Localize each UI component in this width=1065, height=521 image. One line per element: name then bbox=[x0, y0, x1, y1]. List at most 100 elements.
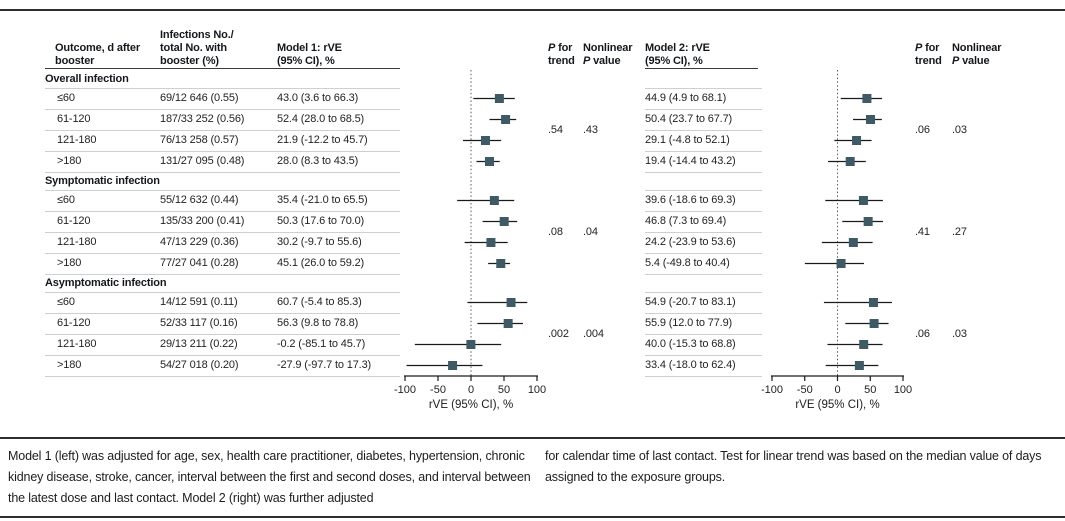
row-infections-cell: 131/27 095 (0.48) bbox=[160, 155, 245, 167]
point-estimate-marker bbox=[845, 157, 855, 166]
p-symbol: P bbox=[915, 42, 923, 54]
row-infections-cell: 76/13 258 (0.57) bbox=[160, 134, 239, 146]
row-infections-cell: 52/33 117 (0.16) bbox=[160, 317, 238, 329]
bottom-rule bbox=[0, 516, 1065, 518]
row-infections-cell: 54/27 018 (0.20) bbox=[160, 359, 239, 371]
p-trend-value-model2: .41 bbox=[915, 225, 930, 238]
row-separator bbox=[45, 334, 400, 335]
row-outcome-cell: 61-120 bbox=[57, 317, 91, 329]
point-estimate-marker bbox=[484, 157, 494, 166]
row-model2-cell: 46.8 (7.3 to 69.4) bbox=[645, 215, 727, 227]
row-model1-cell: 30.2 (-9.7 to 55.6) bbox=[277, 236, 362, 248]
row-model1-cell: 52.4 (28.0 to 68.5) bbox=[277, 113, 365, 125]
point-estimate-marker bbox=[503, 319, 513, 328]
axis-tick-label: 0 bbox=[834, 384, 840, 396]
p-nonlinear-value-model1: .004 bbox=[583, 327, 604, 340]
row-infections-cell: 187/33 252 (0.56) bbox=[160, 113, 245, 125]
row-outcome-cell: 121-180 bbox=[57, 134, 97, 146]
row-infections-cell: 29/13 211 (0.22) bbox=[160, 338, 238, 350]
row-separator bbox=[45, 232, 400, 233]
row-separator bbox=[645, 334, 762, 335]
point-estimate-marker bbox=[506, 298, 516, 307]
x-axis-label: rVE (95% CI), % bbox=[429, 399, 513, 411]
row-model2-cell: 55.9 (12.0 to 77.9) bbox=[645, 317, 733, 329]
row-separator bbox=[45, 88, 400, 89]
row-separator bbox=[645, 232, 762, 233]
axis-tick-label: 50 bbox=[498, 384, 510, 396]
row-model2-cell: 54.9 (-20.7 to 83.1) bbox=[645, 296, 736, 308]
row-outcome-cell: ≤60 bbox=[57, 92, 75, 104]
header-line: Model 1: rVE bbox=[277, 42, 342, 54]
row-model2-cell: 33.4 (-18.0 to 62.4) bbox=[645, 359, 736, 371]
point-estimate-marker bbox=[836, 259, 846, 268]
row-separator bbox=[645, 151, 762, 152]
row-infections-cell: 135/33 200 (0.41) bbox=[160, 215, 245, 227]
axis-tick-label: 100 bbox=[528, 384, 546, 396]
row-separator bbox=[45, 190, 400, 191]
header-line: trend bbox=[915, 55, 942, 67]
point-estimate-marker bbox=[448, 361, 458, 370]
row-model2-cell: 24.2 (-23.9 to 53.6) bbox=[645, 236, 736, 248]
row-separator bbox=[45, 151, 400, 152]
p-nonlinear-value-model2: .03 bbox=[952, 327, 967, 340]
p-trend-value-model1: .54 bbox=[548, 123, 563, 136]
row-outcome-cell: >180 bbox=[57, 359, 82, 371]
col-header-outcome: Outcome, d after booster bbox=[55, 42, 140, 68]
footnote-divider-rule bbox=[0, 437, 1065, 439]
row-separator bbox=[645, 376, 762, 377]
row-model1-cell: 60.7 (-5.4 to 85.3) bbox=[277, 296, 362, 308]
row-separator bbox=[45, 376, 400, 377]
axis-tick-label: -100 bbox=[394, 384, 416, 396]
row-model2-cell: 40.0 (-15.3 to 68.8) bbox=[645, 338, 736, 350]
point-estimate-marker bbox=[499, 217, 509, 226]
row-outcome-cell: >180 bbox=[57, 257, 82, 269]
p-nonlinear-value-model2: .03 bbox=[952, 123, 967, 136]
header-line: Infections No./ bbox=[160, 29, 234, 41]
row-separator bbox=[645, 355, 762, 356]
row-model1-cell: 21.9 (-12.2 to 45.7) bbox=[277, 134, 368, 146]
header-line: P value bbox=[952, 55, 1001, 68]
axis-tick-label: 50 bbox=[864, 384, 876, 396]
point-estimate-marker bbox=[868, 298, 878, 307]
row-outcome-cell: 121-180 bbox=[57, 338, 97, 350]
row-infections-cell: 47/13 229 (0.36) bbox=[160, 236, 239, 248]
p-trend-value-model2: .06 bbox=[915, 327, 930, 340]
row-separator bbox=[645, 88, 762, 89]
footnote-right: for calendar time of last contact. Test … bbox=[545, 449, 1042, 484]
row-separator bbox=[45, 172, 400, 173]
row-model1-cell: 56.3 (9.8 to 78.8) bbox=[277, 317, 359, 329]
header-text: value bbox=[590, 55, 621, 67]
row-separator bbox=[645, 109, 762, 110]
p-nonlinear-value-model1: .04 bbox=[583, 225, 598, 238]
point-estimate-marker bbox=[854, 361, 864, 370]
p-nonlinear-value-model2: .27 bbox=[952, 225, 967, 238]
row-separator bbox=[645, 172, 762, 173]
row-model1-cell: 28.0 (8.3 to 43.5) bbox=[277, 155, 359, 167]
row-separator bbox=[45, 274, 400, 275]
row-infections-cell: 69/12 646 (0.55) bbox=[160, 92, 239, 104]
row-separator bbox=[45, 253, 400, 254]
row-infections-cell: 77/27 041 (0.28) bbox=[160, 257, 239, 269]
row-separator bbox=[645, 190, 762, 191]
col-header-infections: Infections No./ total No. with booster (… bbox=[160, 29, 234, 68]
row-separator bbox=[645, 253, 762, 254]
axis-tick-label: -50 bbox=[797, 384, 813, 396]
row-model1-cell: -27.9 (-97.7 to 17.3) bbox=[277, 359, 372, 371]
row-model1-cell: 35.4 (-21.0 to 65.5) bbox=[277, 194, 368, 206]
header-line: P value bbox=[583, 55, 632, 68]
row-model2-cell: 39.6 (-18.6 to 69.3) bbox=[645, 194, 736, 206]
row-model2-cell: 50.4 (23.7 to 67.7) bbox=[645, 113, 733, 125]
point-estimate-marker bbox=[848, 238, 858, 247]
row-separator bbox=[645, 313, 762, 314]
point-estimate-marker bbox=[496, 259, 506, 268]
row-separator bbox=[45, 292, 400, 293]
header-text: for bbox=[922, 42, 940, 54]
col-header-p-trend-model1: P for trend bbox=[548, 42, 575, 68]
axis-tick-label: 0 bbox=[468, 384, 474, 396]
section-header: Asymptomatic infection bbox=[45, 277, 167, 289]
point-estimate-marker bbox=[501, 115, 511, 124]
row-outcome-cell: 61-120 bbox=[57, 215, 91, 227]
point-estimate-marker bbox=[480, 136, 490, 145]
